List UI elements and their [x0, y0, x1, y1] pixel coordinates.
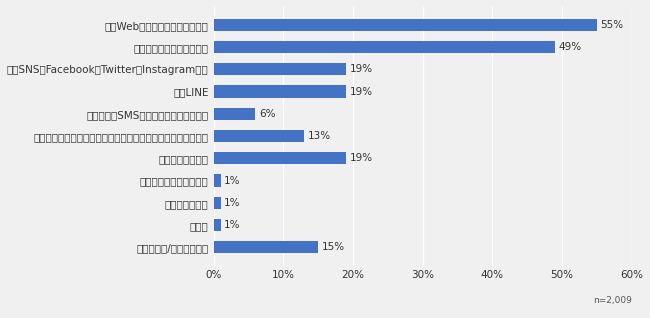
Bar	[214, 41, 555, 53]
Bar	[214, 108, 255, 120]
Text: 13%: 13%	[307, 131, 331, 141]
Text: n=2,009: n=2,009	[593, 296, 632, 305]
Bar	[214, 86, 346, 98]
Bar	[214, 219, 220, 231]
Text: 1%: 1%	[224, 198, 240, 208]
Text: 15%: 15%	[322, 242, 344, 252]
Text: 49%: 49%	[558, 42, 582, 52]
Bar	[214, 130, 304, 142]
Text: 19%: 19%	[350, 86, 372, 97]
Text: 19%: 19%	[350, 153, 372, 163]
Bar	[214, 197, 220, 209]
Bar	[214, 241, 318, 253]
Bar	[214, 19, 597, 31]
Bar	[214, 152, 346, 164]
Text: 19%: 19%	[350, 64, 372, 74]
Text: 6%: 6%	[259, 109, 276, 119]
Text: 55%: 55%	[600, 20, 623, 30]
Text: 1%: 1%	[224, 176, 240, 185]
Text: 1%: 1%	[224, 220, 240, 230]
Bar	[214, 63, 346, 75]
Bar	[214, 174, 220, 187]
